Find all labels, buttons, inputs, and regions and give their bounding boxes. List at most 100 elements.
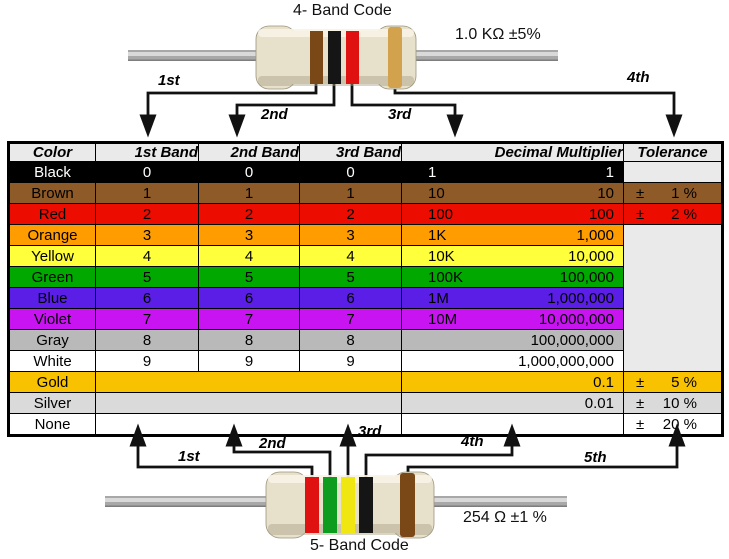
band-3-cell: 6: [299, 287, 402, 309]
resistor-body: [255, 25, 417, 90]
merged-band-cell: [95, 392, 402, 414]
multiplier-value: 0.1: [593, 373, 614, 391]
multiplier-cell: 0.01: [401, 392, 624, 414]
up-arrowheads: [129, 423, 686, 447]
table-row-gray: Gray 8 8 8 100,000,000: [8, 329, 723, 351]
band-3-cell: 8: [299, 329, 402, 351]
arrowhead-down-4th: [665, 114, 683, 138]
connector-1st: [146, 84, 318, 116]
band-green-2nd: [323, 477, 337, 533]
table-row-gold: Gold 0.1 ±5 %: [8, 371, 723, 393]
header-decimal-multiplier: Decimal Multiplier: [401, 142, 624, 162]
band-2-cell: 4: [198, 245, 300, 267]
color-name-cell: Violet: [8, 308, 96, 330]
band-2-cell: 7: [198, 308, 300, 330]
table-row-green: Green 5 5 5 100K 100,000: [8, 266, 723, 288]
band-1-cell: 4: [95, 245, 199, 267]
tolerance-cell: ±1 %: [623, 182, 723, 204]
multiplier-shorthand: 10M: [428, 310, 458, 328]
band-gold-4th: [388, 27, 402, 88]
table-row-none: None ±20 %: [8, 413, 723, 436]
multiplier-cell: 100K 100,000: [401, 266, 624, 288]
table-header: Color 1st Band 2nd Band 3rd Band Decimal…: [8, 142, 723, 162]
band-1-cell: 7: [95, 308, 199, 330]
band-1-cell: 5: [95, 266, 199, 288]
arrowhead-down-3rd: [446, 114, 464, 138]
plus-minus-sign: ±: [636, 415, 645, 433]
table-row-red: Red 2 2 2 100 100 ±2 %: [8, 203, 723, 225]
multiplier-shorthand: 10: [428, 184, 445, 202]
band-3-cell: 4: [299, 245, 402, 267]
connector-5th: [406, 446, 679, 483]
multiplier-value: 10: [597, 184, 614, 202]
band-brown-5th: [400, 473, 415, 537]
multiplier-value: 1,000,000,000: [518, 352, 614, 370]
multiplier-values: 100,000,000: [403, 332, 623, 349]
band-3-cell: 2: [299, 203, 402, 225]
header-2nd-band: 2nd Band: [198, 142, 300, 162]
header-3rd-band: 3rd Band: [299, 142, 402, 162]
table-row-white: White 9 9 9 1,000,000,000: [8, 350, 723, 372]
header-row: Color 1st Band 2nd Band 3rd Band Decimal…: [8, 142, 723, 162]
arrowhead-up-2nd: [225, 423, 243, 447]
band-2-cell: 8: [198, 329, 300, 351]
color-code-table: Color 1st Band 2nd Band 3rd Band Decimal…: [7, 141, 724, 437]
band-3-cell: 1: [299, 182, 402, 204]
multiplier-values: 1K 1,000: [403, 227, 623, 244]
band-1-cell: 6: [95, 287, 199, 309]
multiplier-cell: 1,000,000,000: [401, 350, 624, 372]
band-1-cell: 2: [95, 203, 199, 225]
plus-minus-sign: ±: [636, 373, 645, 391]
table-row-blue: Blue 6 6 6 1M 1,000,000: [8, 287, 723, 309]
tolerance-values: ±2 %: [625, 205, 722, 223]
tolerance-value: 2 %: [671, 205, 697, 223]
table-row-black: Black 0 0 0 1 1: [8, 161, 723, 183]
color-name-cell: Gray: [8, 329, 96, 351]
connector-2nd: [235, 84, 336, 116]
band-1-cell: 3: [95, 224, 199, 246]
band-brown-1st: [310, 31, 323, 84]
multiplier-shorthand: 1: [428, 163, 437, 181]
multiplier-value: 100: [588, 205, 614, 223]
band-2-cell: 6: [198, 287, 300, 309]
color-name-cell: Black: [8, 161, 96, 183]
arrowhead-down-1st: [139, 114, 157, 138]
table-row-brown: Brown 1 1 1 10 10 ±1 %: [8, 182, 723, 204]
tolerance-empty-cell: [623, 161, 723, 183]
multiplier-shorthand: 10K: [428, 247, 455, 265]
connector-4th: [393, 84, 676, 116]
color-name-cell: Red: [8, 203, 96, 225]
top-band-label-4th: 4th: [627, 69, 650, 86]
header-1st-band: 1st Band: [95, 142, 199, 162]
band-3-cell: 5: [299, 266, 402, 288]
multiplier-value: 1: [605, 163, 614, 181]
resistor-body: [265, 471, 435, 539]
multiplier-values: 1M 1,000,000: [403, 289, 623, 307]
band-1-cell: 0: [95, 161, 199, 183]
color-name-cell: Yellow: [8, 245, 96, 267]
color-name-cell: Orange: [8, 224, 96, 246]
band-3-cell: 3: [299, 224, 402, 246]
header-color: Color: [8, 142, 96, 162]
tolerance-cell: ±10 %: [623, 392, 723, 414]
band-black-4th: [359, 477, 373, 533]
color-name-cell: Green: [8, 266, 96, 288]
multiplier-cell: 1M 1,000,000: [401, 287, 624, 309]
bottom-band-label-4th: 4th: [461, 433, 484, 450]
band-red-1st: [305, 477, 319, 533]
connector-4th: [364, 446, 514, 483]
table-row-silver: Silver 0.01 ±10 %: [8, 392, 723, 414]
multiplier-cell: 100,000,000: [401, 329, 624, 351]
multiplier-value: 1,000,000: [547, 289, 614, 307]
color-name-cell: Silver: [8, 392, 96, 414]
bottom-band-label-3rd: 3rd: [358, 423, 382, 440]
table-row-violet: Violet 7 7 7 10M 10,000,000: [8, 308, 723, 330]
plus-minus-sign: ±: [636, 205, 645, 223]
multiplier-value: 10,000,000: [538, 310, 614, 328]
top-band-label-2nd: 2nd: [261, 106, 288, 123]
tolerance-value: 1 %: [671, 184, 697, 202]
multiplier-values: 10 10: [403, 184, 623, 202]
multiplier-values: 10M 10,000,000: [403, 310, 623, 328]
